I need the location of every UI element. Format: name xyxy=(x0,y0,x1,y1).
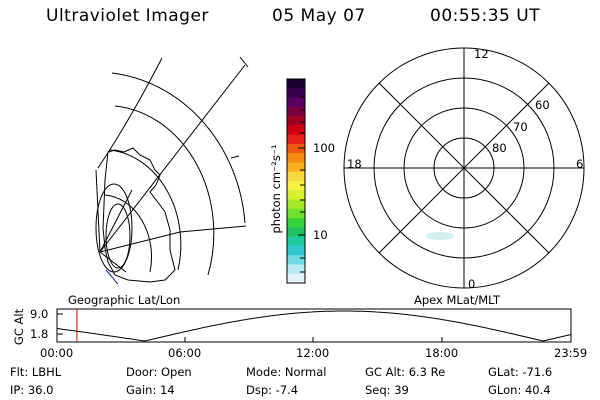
colorbar-cell xyxy=(287,153,305,164)
observation-time: 00:55:35 UT xyxy=(430,6,541,26)
auroral-emission-spot xyxy=(426,232,454,240)
x-tick-2359: 23:59 xyxy=(554,346,588,360)
mlt-line-diag-2 xyxy=(378,82,550,254)
lat-arc-2 xyxy=(114,105,215,276)
colorbar-cell xyxy=(287,273,305,284)
x-tick-0600: 06:00 xyxy=(168,346,202,360)
colorbar-cell xyxy=(287,88,305,99)
seq-status: Seq: 39 xyxy=(365,383,409,397)
colorbar-tick-10: 10 xyxy=(313,228,328,242)
colorbar-cell xyxy=(287,143,305,154)
limb-ellipse-inner xyxy=(105,203,131,269)
colorbar-cell xyxy=(287,162,305,173)
limb-ellipse xyxy=(95,183,133,273)
colorbar-cell xyxy=(287,227,305,238)
colorbar-cell xyxy=(287,208,305,219)
lat-label-80: 80 xyxy=(492,141,507,155)
door-status: Door: Open xyxy=(126,365,192,379)
lat-label-70: 70 xyxy=(513,120,528,134)
colorbar-cell xyxy=(287,79,305,89)
filter-status: Flt: LBHL xyxy=(10,365,62,379)
continent-outline xyxy=(102,147,176,283)
lat-arc-3 xyxy=(109,149,182,271)
colorbar-cell xyxy=(287,190,305,201)
mlt-label-6: 6 xyxy=(576,157,584,171)
x-tick-1800: 18:00 xyxy=(425,346,459,360)
dsp-status: Dsp: -7.4 xyxy=(246,383,299,397)
mlt-label-12: 12 xyxy=(474,47,489,61)
observation-date: 05 May 07 xyxy=(272,6,366,26)
colorbar-cell xyxy=(287,106,305,117)
colorbar-cell xyxy=(287,264,305,275)
gc-alt-curve xyxy=(56,310,572,342)
lon-line-4 xyxy=(95,169,101,253)
colorbar-cell xyxy=(287,181,305,191)
auroral-trace xyxy=(105,269,119,285)
orbit-tick-2 xyxy=(230,155,240,159)
ip-status: IP: 36.0 xyxy=(10,383,54,397)
colorbar-cell xyxy=(287,134,305,145)
mode-status: Mode: Normal xyxy=(246,365,327,379)
lat-label-60: 60 xyxy=(535,98,550,112)
lon-line-1 xyxy=(99,64,246,253)
colorbar-cell xyxy=(287,116,305,126)
gc-alt-max-label: 9.0 xyxy=(30,307,49,321)
view-line xyxy=(99,189,133,253)
gc-alt-min-label: 1.8 xyxy=(30,327,49,341)
lon-line-2 xyxy=(97,57,163,169)
x-tick-1200: 12:00 xyxy=(296,346,330,360)
glat-status: GLat: -71.6 xyxy=(488,365,553,379)
apex-panel-label: Apex MLat/MLT xyxy=(414,293,501,307)
colorbar-cell xyxy=(287,171,305,182)
mlt-label-18: 18 xyxy=(347,157,362,171)
x-tick-0000: 00:00 xyxy=(40,346,74,360)
colorbar-cell xyxy=(287,97,305,108)
glon-status: GLon: 40.4 xyxy=(488,383,551,397)
geographic-panel-label: Geographic Lat/Lon xyxy=(68,293,181,307)
colorbar-cell xyxy=(287,245,305,256)
colorbar-cell xyxy=(287,236,305,247)
colorbar-cell xyxy=(287,125,305,136)
colorbar-tick-100: 100 xyxy=(313,141,335,155)
colorbar-cell xyxy=(287,255,305,266)
colorbar-cell xyxy=(287,199,305,210)
lat-arc-4 xyxy=(104,194,152,273)
mlt-label-0: 0 xyxy=(468,277,476,291)
orbit-tick xyxy=(239,56,249,68)
instrument-title: Ultraviolet Imager xyxy=(46,6,209,26)
gc-alt-axis-label: GC Alt xyxy=(12,308,26,346)
lon-line-3 xyxy=(99,225,247,253)
gc-alt-status: GC Alt: 6.3 Re xyxy=(365,365,446,379)
colorbar-cell xyxy=(287,218,305,228)
gain-status: Gain: 14 xyxy=(126,383,175,397)
lat-arc-outer xyxy=(111,72,246,224)
